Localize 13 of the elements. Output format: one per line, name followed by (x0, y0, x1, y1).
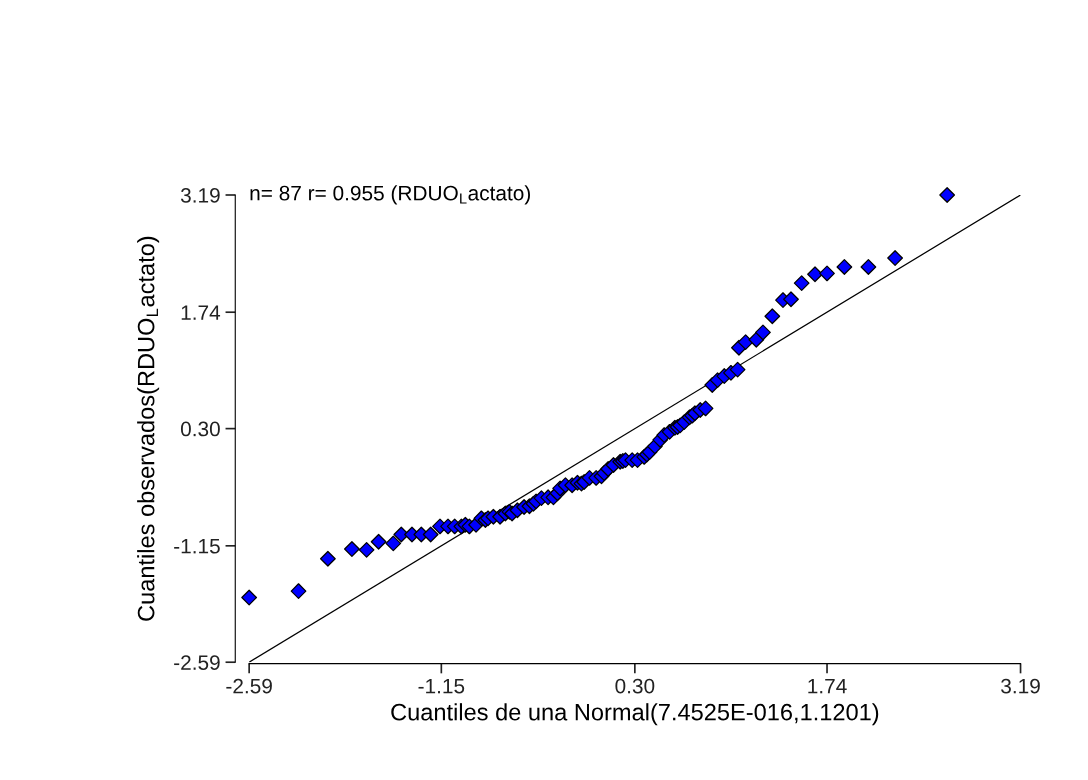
y-tick-label: -2.59 (174, 655, 220, 670)
x-tick-label: -2.59 (226, 678, 272, 694)
x-tick-label: 1.74 (808, 678, 847, 694)
x-tick-label: 3.19 (1001, 678, 1040, 694)
x-axis-title: Cuantiles de una Normal(7.4525E-016,1.1201) (391, 703, 879, 726)
y-tick-label: 1.74 (181, 305, 221, 320)
y-axis-title: Cuantiles observados(RDUO$_{L}$actato) (137, 236, 160, 621)
x-tick-label: -1.15 (418, 678, 465, 694)
y-tick-label: 3.19 (180, 188, 220, 203)
y-tick-label: 0.30 (180, 421, 220, 437)
y-tick-label: -1.15 (174, 539, 220, 554)
x-tick-label: 0.30 (615, 678, 655, 694)
annotation: n= 87 r= 0.955 (RDUO$_{L}$actato) (250, 185, 530, 205)
